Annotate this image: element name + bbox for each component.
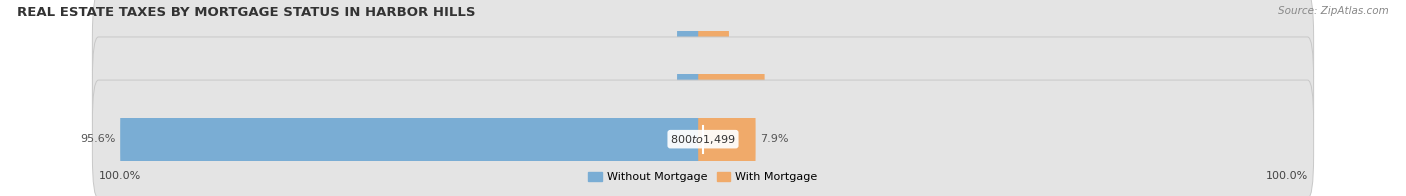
- Text: 0.0%: 0.0%: [644, 91, 672, 101]
- FancyBboxPatch shape: [699, 5, 728, 101]
- FancyBboxPatch shape: [699, 91, 755, 187]
- FancyBboxPatch shape: [120, 91, 707, 187]
- Text: 100.0%: 100.0%: [1265, 171, 1308, 181]
- Text: Less than $800: Less than $800: [661, 48, 745, 58]
- Text: REAL ESTATE TAXES BY MORTGAGE STATUS IN HARBOR HILLS: REAL ESTATE TAXES BY MORTGAGE STATUS IN …: [17, 6, 475, 19]
- Text: $800 to $1,499: $800 to $1,499: [671, 133, 735, 146]
- Text: 0.0%: 0.0%: [734, 48, 762, 58]
- Legend: Without Mortgage, With Mortgage: Without Mortgage, With Mortgage: [588, 172, 818, 182]
- FancyBboxPatch shape: [93, 37, 1313, 155]
- Text: Source: ZipAtlas.com: Source: ZipAtlas.com: [1278, 6, 1389, 16]
- Text: 7.9%: 7.9%: [759, 134, 789, 144]
- Text: 9.4%: 9.4%: [769, 91, 797, 101]
- FancyBboxPatch shape: [678, 5, 707, 101]
- FancyBboxPatch shape: [678, 48, 707, 144]
- Text: 95.6%: 95.6%: [80, 134, 115, 144]
- FancyBboxPatch shape: [699, 48, 765, 144]
- FancyBboxPatch shape: [93, 80, 1313, 196]
- Text: $800 to $1,499: $800 to $1,499: [671, 90, 735, 103]
- FancyBboxPatch shape: [93, 0, 1313, 112]
- Text: 100.0%: 100.0%: [98, 171, 141, 181]
- Text: 0.0%: 0.0%: [644, 48, 672, 58]
